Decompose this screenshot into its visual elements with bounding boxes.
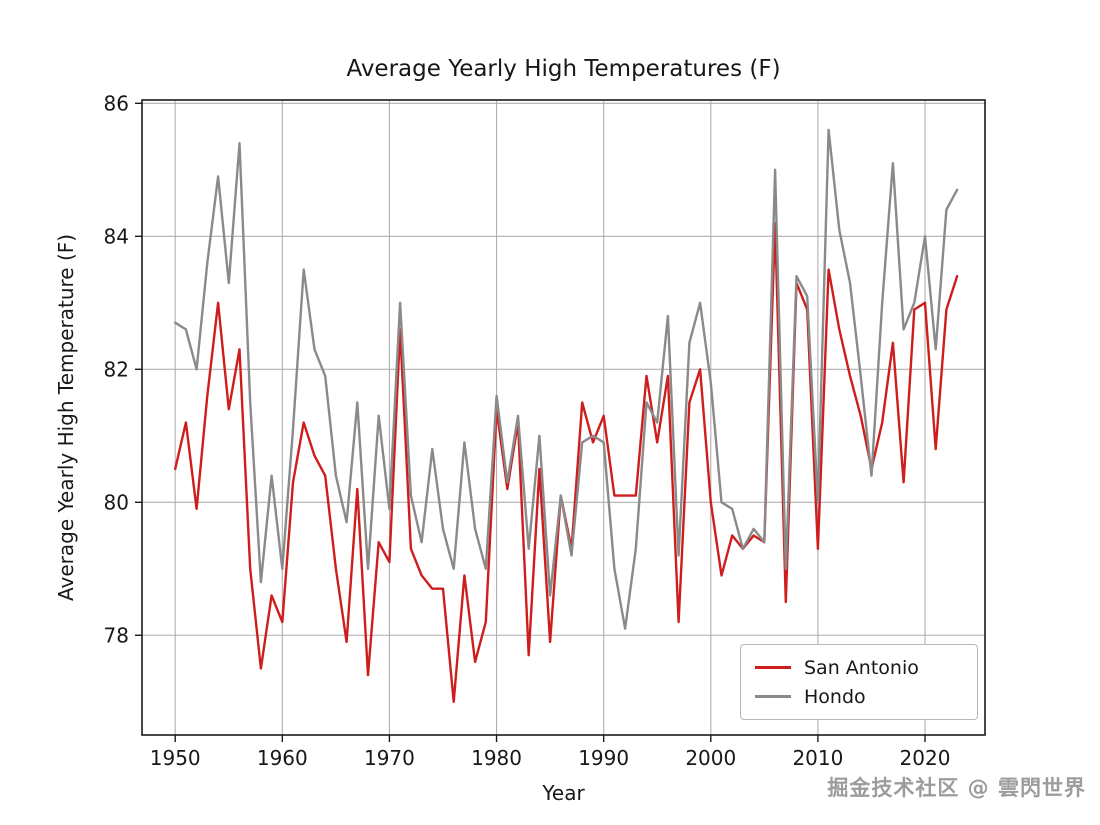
- svg-text:80: 80: [104, 490, 129, 514]
- svg-text:2010: 2010: [792, 746, 843, 770]
- svg-text:2000: 2000: [685, 746, 736, 770]
- legend-row-hondo: Hondo: [755, 686, 963, 708]
- legend-swatch-san-antonio: [755, 666, 791, 669]
- y-axis-label: Average Yearly High Temperature (F): [54, 233, 78, 602]
- svg-text:1980: 1980: [471, 746, 522, 770]
- svg-text:2020: 2020: [900, 746, 951, 770]
- svg-text:78: 78: [104, 623, 129, 647]
- legend-label-hondo: Hondo: [804, 685, 866, 708]
- legend-label-san-antonio: San Antonio: [804, 656, 919, 679]
- chart-title: Average Yearly High Temperatures (F): [346, 56, 781, 82]
- svg-text:86: 86: [104, 91, 129, 115]
- svg-text:84: 84: [104, 224, 129, 248]
- legend-row-san-antonio: San Antonio: [755, 657, 963, 679]
- legend-swatch-hondo: [755, 695, 791, 698]
- svg-text:1960: 1960: [257, 746, 308, 770]
- svg-text:1950: 1950: [150, 746, 201, 770]
- svg-text:1970: 1970: [364, 746, 415, 770]
- x-axis-label: Year: [542, 781, 585, 805]
- legend: San Antonio Hondo: [740, 644, 978, 720]
- svg-text:82: 82: [104, 357, 129, 381]
- svg-text:1990: 1990: [578, 746, 629, 770]
- watermark: 掘金技术社区 @ 雲閃世界: [827, 776, 1086, 800]
